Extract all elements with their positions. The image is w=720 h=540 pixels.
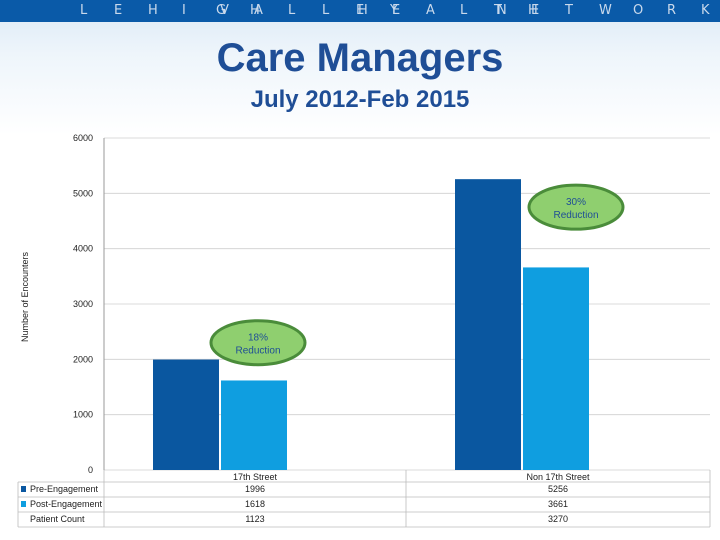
y-tick-label: 0 bbox=[88, 465, 93, 475]
y-tick-label: 1000 bbox=[73, 410, 93, 420]
y-tick-label: 4000 bbox=[73, 244, 93, 254]
header-letter: E bbox=[392, 3, 401, 18]
y-tick-label: 5000 bbox=[73, 188, 93, 198]
reduction-callout bbox=[209, 319, 307, 367]
header-letter: H bbox=[528, 3, 538, 18]
y-tick-label: 2000 bbox=[73, 354, 93, 364]
chart-title: Care Managers bbox=[216, 36, 504, 80]
header-letter: L bbox=[460, 3, 468, 18]
header-letter: I bbox=[182, 3, 186, 18]
header-letter: G bbox=[216, 3, 227, 18]
header-letter: T bbox=[565, 3, 573, 18]
callout-percent: 30% bbox=[566, 197, 586, 208]
header-letter: W bbox=[599, 3, 612, 18]
table-cell: 1123 bbox=[245, 514, 264, 524]
header-letter: R bbox=[667, 3, 677, 18]
header-letter: H bbox=[148, 3, 158, 18]
table-cell: 1618 bbox=[245, 499, 265, 509]
table-row-label: Post-Engagement bbox=[30, 499, 103, 509]
legend-swatch bbox=[21, 501, 26, 507]
callout-percent: 18% bbox=[248, 333, 268, 344]
category-label: Non 17th Street bbox=[526, 472, 590, 482]
header-bar bbox=[0, 0, 720, 22]
header-letter: O bbox=[633, 3, 644, 18]
bar-pre bbox=[455, 179, 521, 470]
bar-pre bbox=[153, 359, 219, 470]
table-cell: 5256 bbox=[548, 484, 568, 494]
header-letter: A bbox=[254, 3, 263, 18]
header-letter: L bbox=[322, 3, 330, 18]
header-letter: A bbox=[426, 3, 435, 18]
header-letter: L bbox=[80, 3, 88, 18]
legend-swatch bbox=[21, 486, 26, 492]
callout-text: Reduction bbox=[235, 346, 280, 357]
y-tick-label: 6000 bbox=[73, 133, 93, 143]
bar-post bbox=[523, 267, 589, 470]
header-letter: H bbox=[358, 3, 368, 18]
y-tick-label: 3000 bbox=[73, 299, 93, 309]
header-letter: E bbox=[114, 3, 123, 18]
table-cell: 1996 bbox=[245, 484, 265, 494]
category-label: 17th Street bbox=[233, 472, 278, 482]
chart-subtitle: July 2012-Feb 2015 bbox=[250, 86, 470, 113]
header-letter: E bbox=[531, 3, 540, 18]
table-row-label: Pre-Engagement bbox=[30, 484, 99, 494]
header-letter: L bbox=[288, 3, 296, 18]
header-letter: V bbox=[220, 3, 229, 18]
reduction-callout bbox=[527, 183, 625, 231]
header-letter: Y bbox=[390, 3, 398, 18]
header-letter: E bbox=[356, 3, 365, 18]
header-letter: K bbox=[701, 3, 710, 18]
header-letter: H bbox=[250, 3, 260, 18]
table-row-label: Patient Count bbox=[30, 514, 85, 524]
table-cell: 3661 bbox=[548, 499, 568, 509]
bar-post bbox=[221, 380, 287, 470]
callout-text: Reduction bbox=[553, 210, 598, 221]
table-cell: 3270 bbox=[548, 514, 568, 524]
header-letter: T bbox=[494, 3, 502, 18]
header-letter: N bbox=[497, 3, 507, 18]
